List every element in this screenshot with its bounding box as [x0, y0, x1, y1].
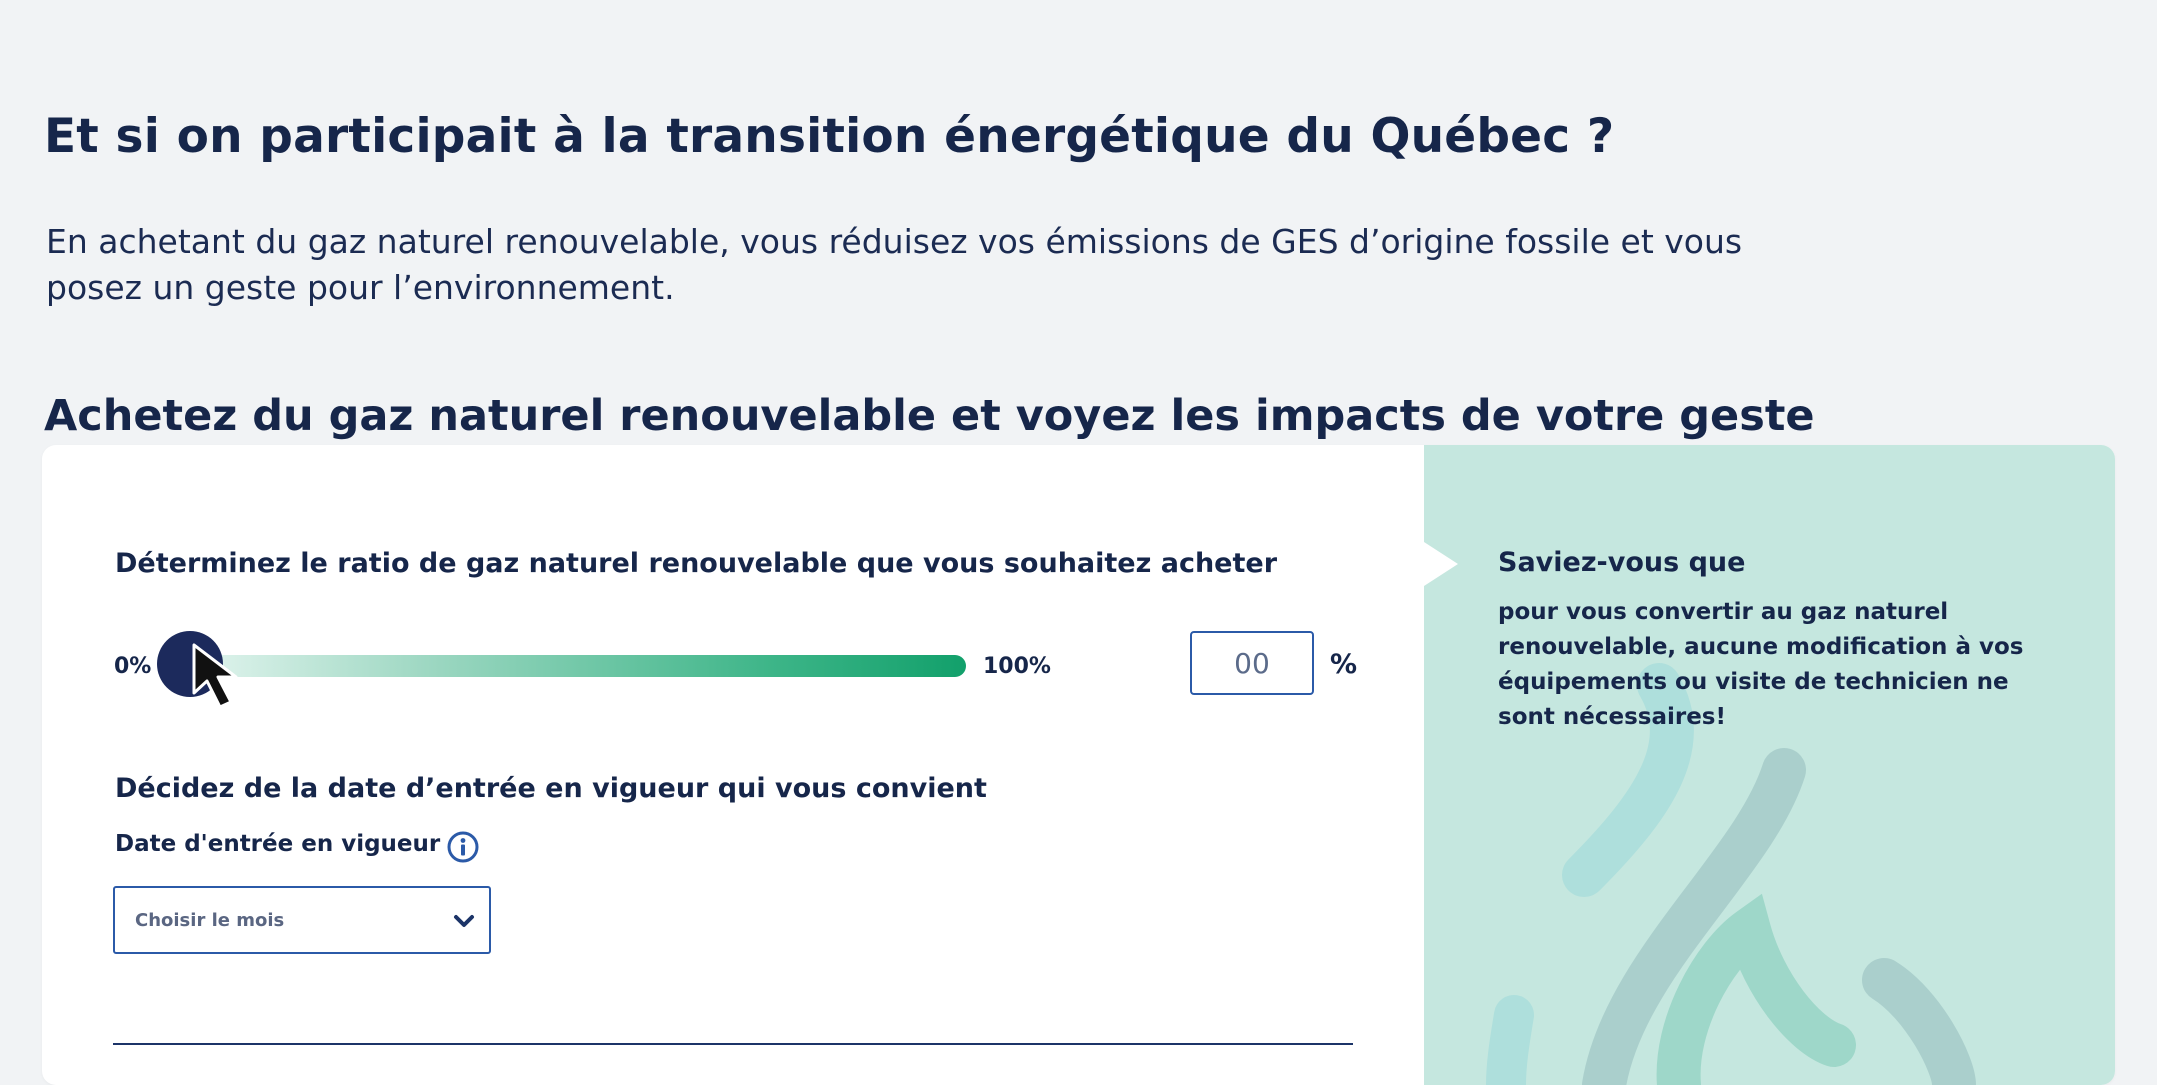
flame-decoration-icon — [1486, 663, 1976, 1085]
info-icon[interactable] — [446, 830, 480, 864]
month-select[interactable]: Choisir le mois — [113, 886, 491, 954]
percent-unit: % — [1330, 649, 1358, 680]
date-section-label: Décidez de la date d’entrée en vigueur q… — [115, 773, 987, 804]
info-aside — [1424, 445, 2115, 1085]
calculator-heading: Achetez du gaz naturel renouvelable et v… — [44, 390, 1815, 441]
aside-title: Saviez-vous que — [1498, 547, 1746, 578]
slider-max-label: 100% — [983, 654, 1051, 679]
page-title: Et si on participait à la transition éne… — [44, 109, 1615, 165]
ratio-slider-track[interactable] — [190, 655, 966, 677]
intro-text: En achetant du gaz naturel renouvelable,… — [46, 222, 1743, 307]
date-field-label: Date d'entrée en vigueur — [115, 831, 441, 857]
month-select-value: Choisir le mois — [135, 910, 285, 931]
mouse-pointer-icon — [192, 643, 238, 709]
calculator-card: Saviez-vous que pour vous convertir au g… — [42, 445, 2115, 1085]
section-divider — [113, 1043, 1353, 1045]
slider-min-label: 0% — [114, 654, 152, 679]
ratio-label: Déterminez le ratio de gaz naturel renou… — [115, 548, 1278, 579]
ratio-percent-input[interactable] — [1190, 631, 1314, 695]
aside-text: pour vous convertir au gaz naturel renou… — [1498, 599, 2024, 730]
aside-pointer — [1424, 542, 1458, 586]
chevron-down-icon — [454, 915, 474, 927]
